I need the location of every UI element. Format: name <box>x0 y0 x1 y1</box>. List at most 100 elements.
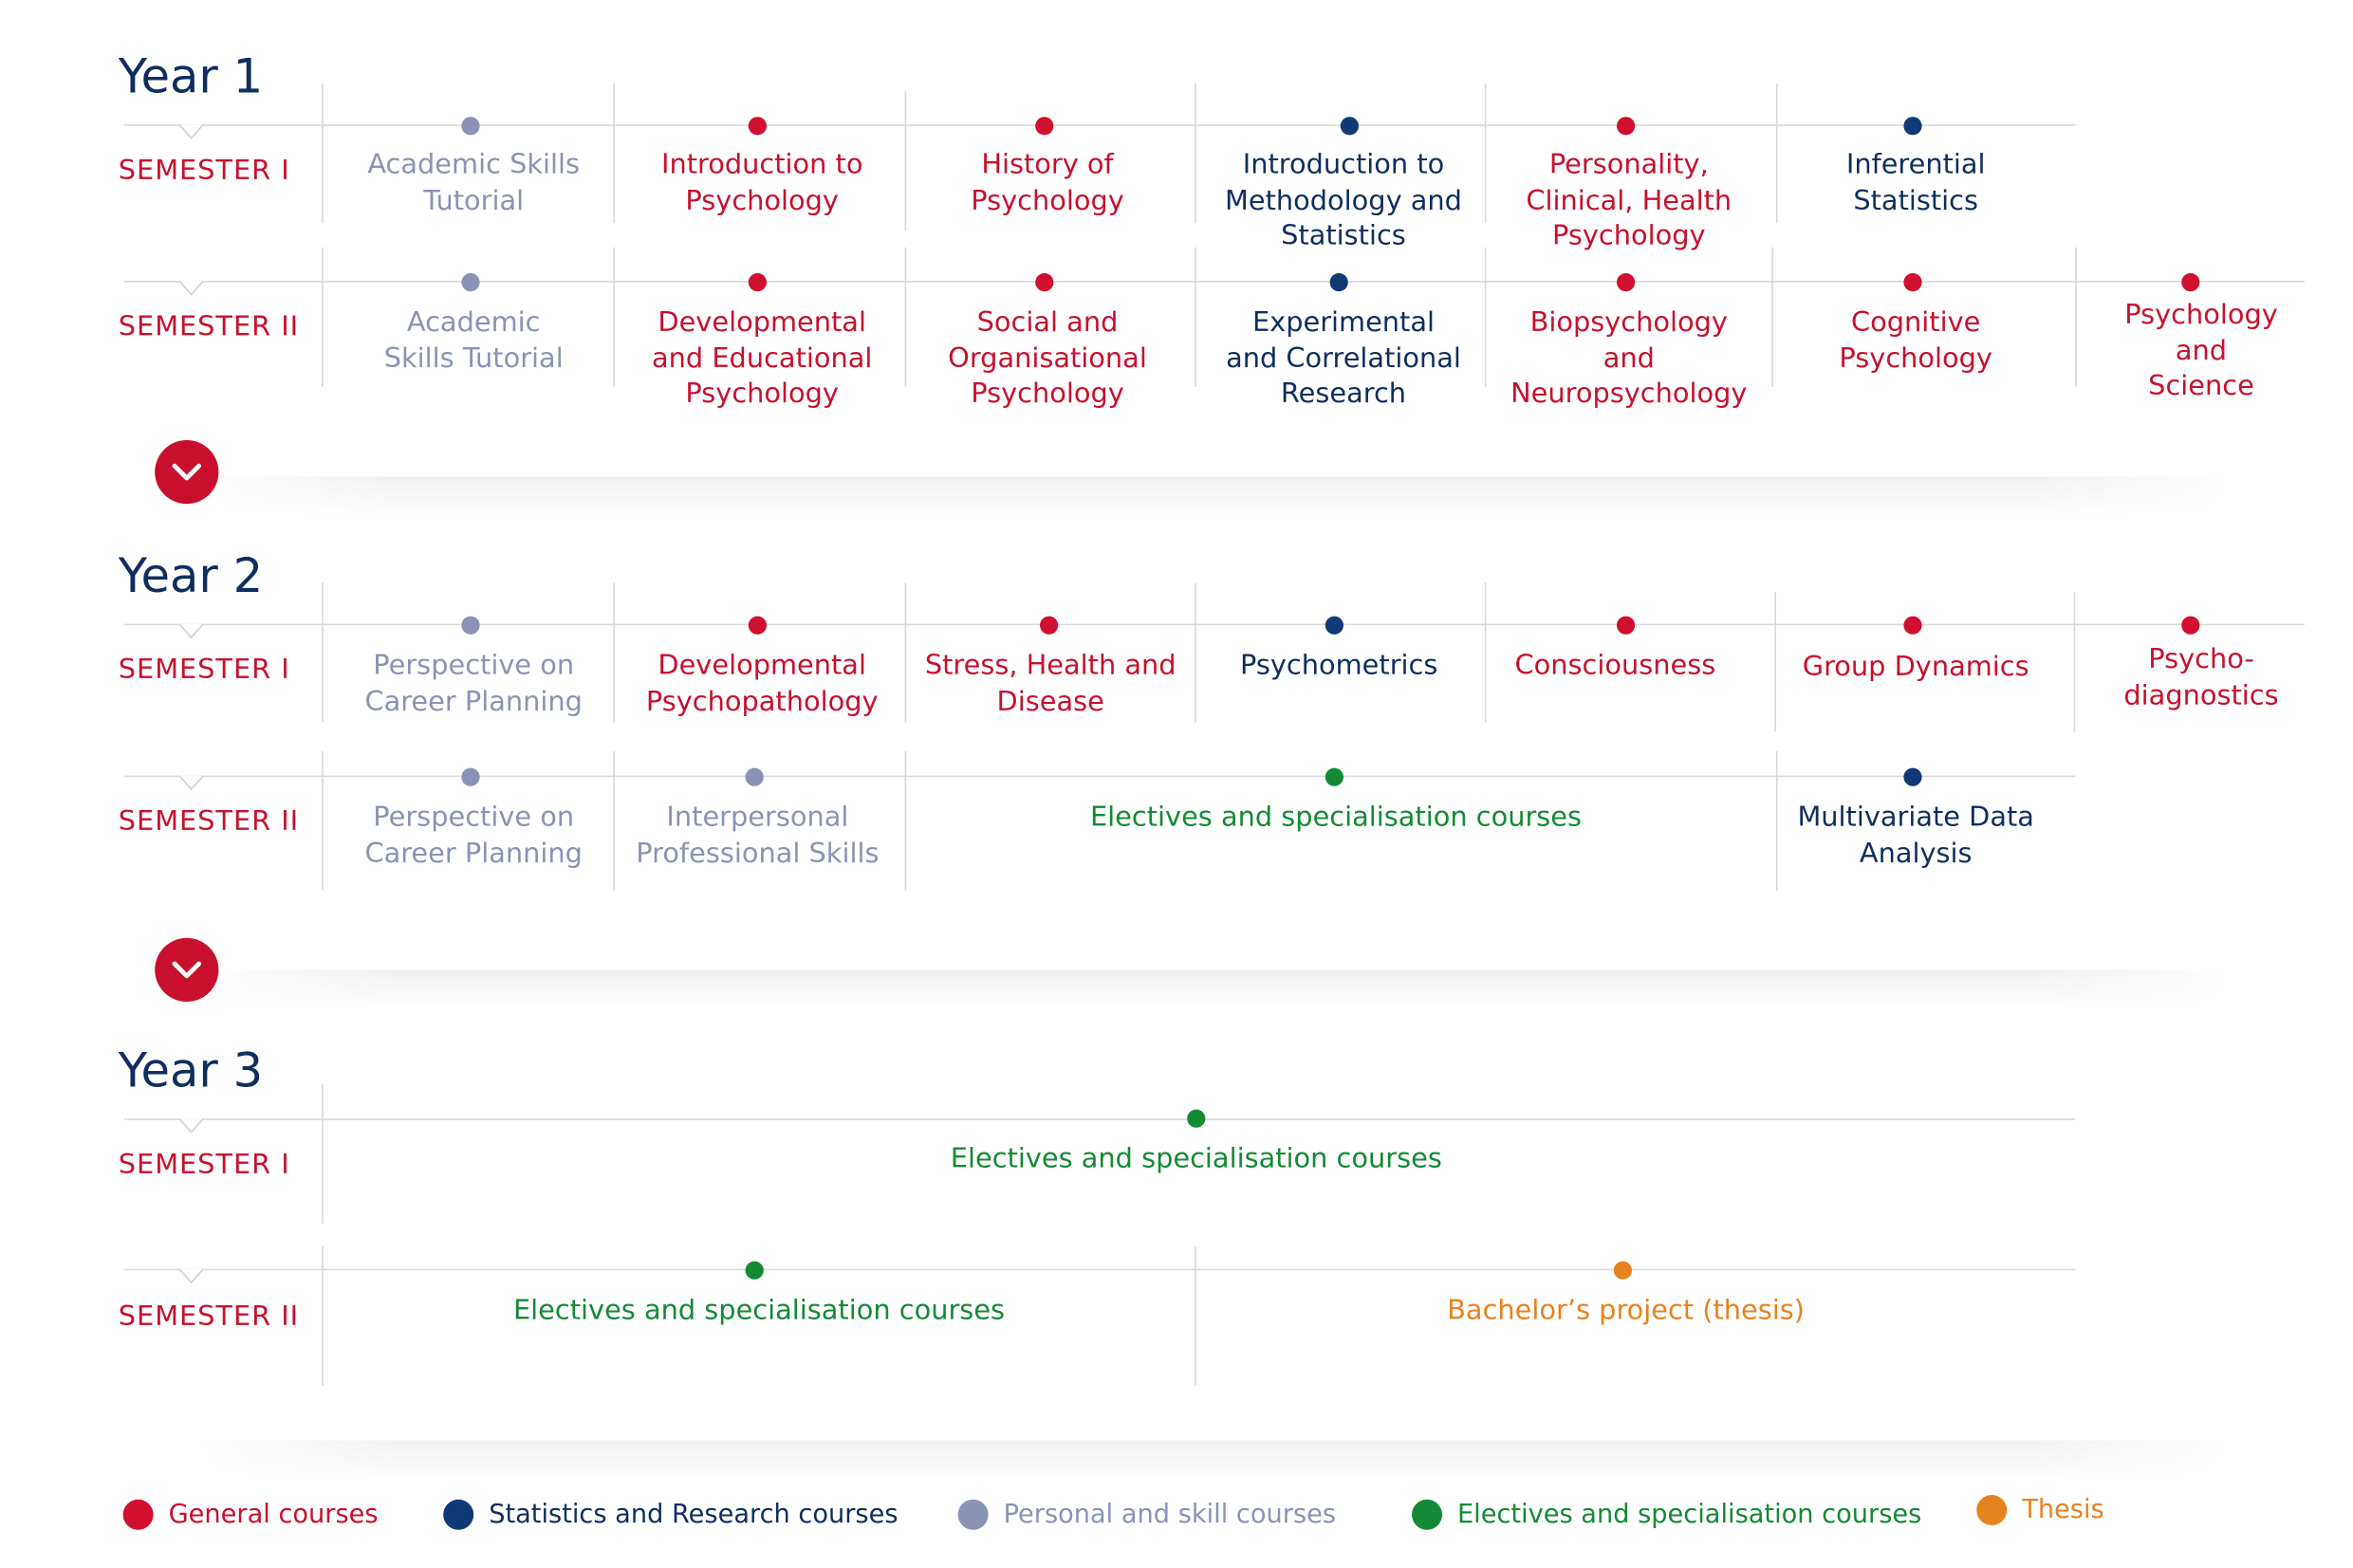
column-divider <box>1195 247 1196 387</box>
course-label[interactable]: Psychology and Science <box>2124 299 2278 402</box>
column-divider <box>613 83 615 224</box>
course-label[interactable]: Introduction to Methodology and Statisti… <box>1225 148 1462 252</box>
section-divider-shadow <box>197 1440 2232 1480</box>
column-divider <box>2075 247 2077 387</box>
course-label[interactable]: Electives and specialisation courses <box>1089 801 1583 834</box>
column-divider <box>1774 592 1776 732</box>
timeline-line <box>124 1118 2076 1120</box>
legend-label: Statistics and Research courses <box>489 1499 899 1530</box>
course-dot <box>745 767 764 786</box>
column-divider <box>1484 247 1487 387</box>
column-divider <box>904 91 907 231</box>
timeline-line <box>124 281 2305 283</box>
semester-label: SEMESTER I <box>118 654 290 687</box>
legend-dot <box>1412 1499 1442 1530</box>
course-label[interactable]: Experimental and Correlational Research <box>1226 306 1461 410</box>
column-divider <box>904 247 907 387</box>
course-dot <box>461 117 480 136</box>
legend-item-personal: Personal and skill courses <box>957 1495 1337 1535</box>
expand-year-button[interactable] <box>155 937 219 1002</box>
course-dot <box>1187 1109 1206 1128</box>
column-divider <box>1195 83 1196 224</box>
year-2-title: Year 2 <box>118 549 264 604</box>
course-dot <box>1325 616 1343 635</box>
notch-icon <box>178 623 204 639</box>
legend-item-thesis: Thesis <box>1976 1490 2104 1530</box>
course-dot <box>1617 273 1636 292</box>
course-label[interactable]: Psycho- diagnostics <box>2123 643 2279 711</box>
legend-label: Personal and skill courses <box>1003 1499 1337 1530</box>
column-divider <box>613 751 615 892</box>
column-divider <box>322 1245 324 1386</box>
legend-label: Electives and specialisation courses <box>1457 1499 1922 1530</box>
timeline-line <box>124 1268 2076 1271</box>
course-label[interactable]: History of Psychology <box>971 148 1124 216</box>
course-dot <box>1903 117 1922 136</box>
column-divider <box>322 582 324 723</box>
chevron-down-icon <box>172 463 201 481</box>
course-label[interactable]: Electives and specialisation courses <box>950 1142 1442 1175</box>
course-label[interactable]: Electives and specialisation courses <box>512 1294 1006 1327</box>
legend-item-general: General courses <box>122 1495 379 1535</box>
chevron-down-icon <box>172 961 201 979</box>
course-label[interactable]: Group Dynamics <box>1802 651 2029 683</box>
column-divider <box>904 582 907 723</box>
course-label[interactable]: Cognitive Psychology <box>1839 306 1992 375</box>
course-label[interactable]: Developmental and Educational Psychology <box>652 306 873 410</box>
legend-item-electives: Electives and specialisation courses <box>1412 1495 1921 1535</box>
course-dot <box>2181 273 2200 292</box>
course-label[interactable]: Interpersonal Professional Skills <box>636 801 880 869</box>
course-label[interactable]: Bachelor’s project (thesis) <box>1447 1294 1806 1327</box>
course-label[interactable]: Psychometrics <box>1240 649 1438 682</box>
course-label[interactable]: Perspective on Career Planning <box>364 649 583 717</box>
semester-label: SEMESTER II <box>118 1301 300 1333</box>
semester-label: SEMESTER I <box>118 1149 290 1181</box>
semester-label: SEMESTER II <box>118 311 300 343</box>
course-dot <box>1617 117 1636 136</box>
expand-year-button[interactable] <box>155 440 219 505</box>
column-divider <box>904 751 907 892</box>
course-dot <box>748 616 767 635</box>
course-dot <box>748 117 767 136</box>
column-divider <box>1776 751 1778 892</box>
notch-icon <box>178 281 204 296</box>
column-divider <box>1195 1245 1196 1386</box>
course-dot <box>1329 273 1348 292</box>
course-label[interactable]: Personality, Clinical, Health Psychology <box>1526 148 1732 252</box>
legend-dot <box>443 1499 474 1530</box>
column-divider <box>613 247 615 387</box>
course-label[interactable]: Academic Skills Tutorial <box>383 306 564 375</box>
course-dot <box>1613 1261 1632 1280</box>
course-label[interactable]: Academic Skills Tutorial <box>367 148 581 216</box>
course-dot <box>1340 117 1359 136</box>
column-divider <box>613 582 615 723</box>
course-dot <box>461 273 480 292</box>
course-dot <box>1035 117 1054 136</box>
column-divider <box>2073 592 2076 732</box>
course-dot <box>461 616 480 635</box>
notch-icon <box>178 1118 204 1134</box>
timeline-line <box>124 775 2076 778</box>
course-label[interactable]: Inferential Statistics <box>1845 148 1986 216</box>
course-label[interactable]: Multivariate Data Analysis <box>1797 801 2034 869</box>
timeline-line <box>124 623 2305 626</box>
notch-icon <box>178 775 204 791</box>
course-label[interactable]: Stress, Health and Disease <box>924 649 1176 717</box>
legend-item-stats: Statistics and Research courses <box>443 1495 899 1535</box>
course-dot <box>1325 767 1343 786</box>
course-dot <box>1040 616 1059 635</box>
course-dot <box>2181 616 2200 635</box>
course-label[interactable]: Biopsychology and Neuropsychology <box>1510 306 1748 410</box>
course-label[interactable]: Social and Organisational Psychology <box>948 306 1147 410</box>
course-label[interactable]: Perspective on Career Planning <box>364 801 583 869</box>
legend-label: Thesis <box>2022 1495 2104 1525</box>
column-divider <box>1484 582 1487 723</box>
course-label[interactable]: Introduction to Psychology <box>660 148 863 216</box>
column-divider <box>1484 83 1487 224</box>
notch-icon <box>178 124 204 139</box>
course-dot <box>1617 616 1636 635</box>
course-label[interactable]: Developmental Psychopathology <box>645 649 879 717</box>
course-label[interactable]: Consciousness <box>1514 649 1716 682</box>
year-1-title: Year 1 <box>118 49 264 105</box>
